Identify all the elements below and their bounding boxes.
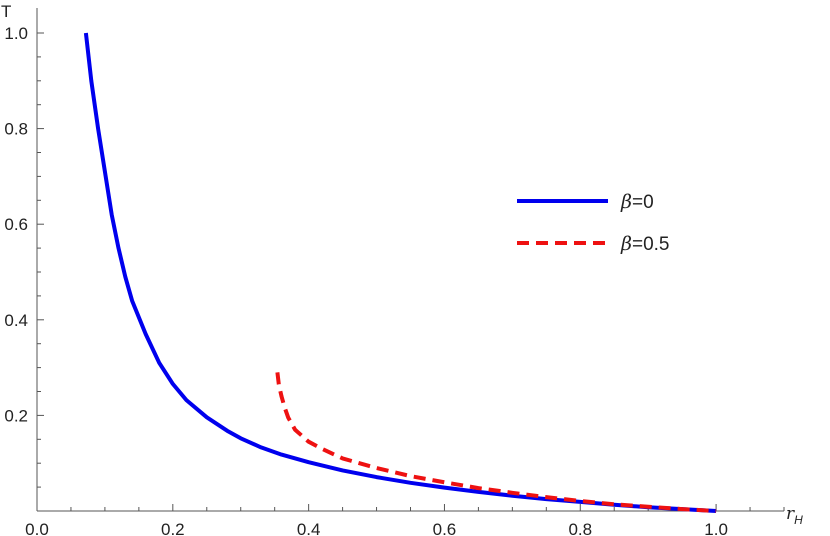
legend: β=0 β=0.5 bbox=[517, 191, 670, 255]
x-tick-label: 0.6 bbox=[433, 520, 457, 536]
legend-label-beta05: β=0.5 bbox=[620, 233, 670, 255]
x-axis-title-main: r bbox=[786, 504, 795, 524]
y-tick-label: 1.0 bbox=[4, 24, 28, 43]
legend-label-beta05-symbol: β bbox=[620, 233, 632, 255]
axes bbox=[36, 8, 784, 512]
y-tick-label: 0.8 bbox=[4, 120, 28, 139]
legend-label-beta0: β=0 bbox=[620, 191, 654, 213]
x-tick-label: 0.2 bbox=[161, 520, 185, 536]
x-tick-label: 0.8 bbox=[568, 520, 592, 536]
x-axis-title-sub: H bbox=[794, 513, 803, 527]
y-tick-label: 0.2 bbox=[4, 406, 28, 425]
legend-label-beta05-value: =0.5 bbox=[632, 234, 670, 255]
series-line-1 bbox=[275, 372, 717, 513]
y-tick-label: 0.4 bbox=[4, 311, 28, 330]
x-tick-label: 1.0 bbox=[704, 520, 728, 536]
ticks: 0.0 0.2 0.4 0.6 0.8 1.0 0.2 0.4 0.6 0.8 1.0 bbox=[4, 24, 785, 536]
y-axis-title: T bbox=[1, 2, 11, 21]
x-tick-label: 0.4 bbox=[297, 520, 321, 536]
y-tick-label: 0.6 bbox=[4, 215, 28, 234]
legend-label-beta0-symbol: β bbox=[620, 191, 632, 213]
series-layer bbox=[83, 32, 717, 513]
legend-label-beta0-value: =0 bbox=[632, 192, 654, 213]
x-tick-label: 0.0 bbox=[25, 520, 49, 536]
series-line-0 bbox=[83, 32, 717, 513]
x-axis-title: rH bbox=[786, 504, 803, 527]
